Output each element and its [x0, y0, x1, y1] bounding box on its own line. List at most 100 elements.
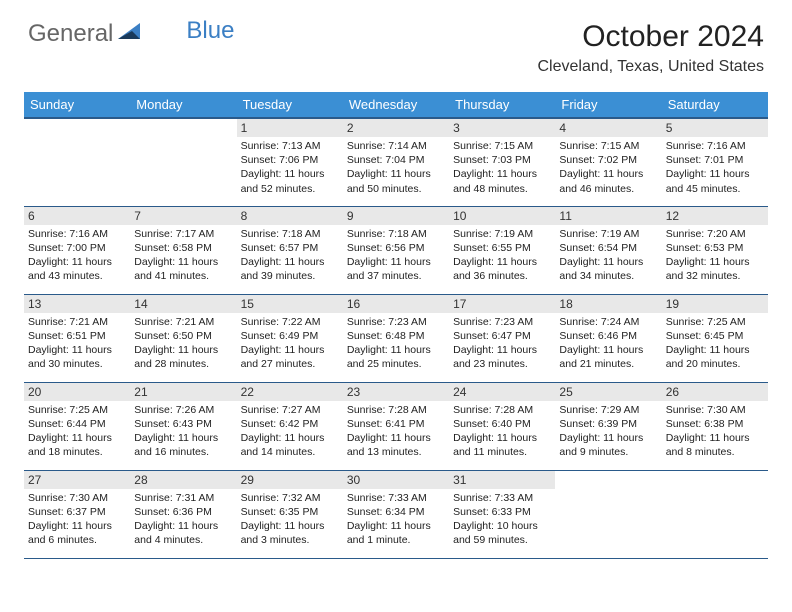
calendar-day-cell: 5 Sunrise: 7:16 AMSunset: 7:01 PMDaylight…	[662, 118, 768, 206]
calendar-day-cell: 6 Sunrise: 7:16 AMSunset: 7:00 PMDaylight…	[24, 206, 130, 294]
day-info: Sunrise: 7:30 AMSunset: 6:38 PMDaylight:…	[666, 403, 764, 460]
calendar-day-cell: 22Sunrise: 7:27 AMSunset: 6:42 PMDayligh…	[237, 382, 343, 470]
day-info: Sunrise: 7:16 AMSunset: 7:01 PMDaylight:…	[666, 139, 764, 196]
day-number: 9	[343, 207, 449, 225]
calendar-day-cell: 2 Sunrise: 7:14 AMSunset: 7:04 PMDaylight…	[343, 118, 449, 206]
day-info: Sunrise: 7:14 AMSunset: 7:04 PMDaylight:…	[347, 139, 445, 196]
logo-triangle-icon	[118, 20, 144, 48]
calendar-day-cell: 29 Sunrise: 7:32 AMSunset: 6:35 PMDayligh…	[237, 470, 343, 558]
weekday-header: Thursday	[449, 92, 555, 118]
day-info: Sunrise: 7:25 AMSunset: 6:45 PMDaylight:…	[666, 315, 764, 372]
calendar-day-cell: 10Sunrise: 7:19 AMSunset: 6:55 PMDayligh…	[449, 206, 555, 294]
day-number: 12	[662, 207, 768, 225]
logo: General Blue	[28, 20, 234, 48]
calendar-day-cell: 19 Sunrise: 7:25 AMSunset: 6:45 PMDayligh…	[662, 294, 768, 382]
calendar-day-cell: 30Sunrise: 7:33 AMSunset: 6:34 PMDayligh…	[343, 470, 449, 558]
calendar-week-row: 13Sunrise: 7:21 AMSunset: 6:51 PMDayligh…	[24, 294, 768, 382]
day-info: Sunrise: 7:18 AMSunset: 6:56 PMDaylight:…	[347, 227, 445, 284]
calendar-week-row: 27Sunrise: 7:30 AMSunset: 6:37 PMDayligh…	[24, 470, 768, 558]
calendar-day-cell: 16Sunrise: 7:23 AMSunset: 6:48 PMDayligh…	[343, 294, 449, 382]
day-number: 31	[449, 471, 555, 489]
day-info: Sunrise: 7:15 AMSunset: 7:03 PMDaylight:…	[453, 139, 551, 196]
calendar-day-cell: 12 Sunrise: 7:20 AMSunset: 6:53 PMDayligh…	[662, 206, 768, 294]
day-number: 24	[449, 383, 555, 401]
calendar-day-cell: 27Sunrise: 7:30 AMSunset: 6:37 PMDayligh…	[24, 470, 130, 558]
day-info: Sunrise: 7:28 AMSunset: 6:41 PMDaylight:…	[347, 403, 445, 460]
title-block: October 2024 Cleveland, Texas, United St…	[538, 20, 765, 76]
weekday-header: Friday	[555, 92, 661, 118]
day-info: Sunrise: 7:22 AMSunset: 6:49 PMDaylight:…	[241, 315, 339, 372]
day-number: 6	[24, 207, 130, 225]
calendar-empty-cell	[555, 470, 661, 558]
day-info: Sunrise: 7:16 AMSunset: 7:00 PMDaylight:…	[28, 227, 126, 284]
calendar-day-cell: 26 Sunrise: 7:30 AMSunset: 6:38 PMDayligh…	[662, 382, 768, 470]
location: Cleveland, Texas, United States	[538, 58, 765, 76]
calendar-day-cell: 25 Sunrise: 7:29 AMSunset: 6:39 PMDayligh…	[555, 382, 661, 470]
calendar-week-row: 20 Sunrise: 7:25 AMSunset: 6:44 PMDayligh…	[24, 382, 768, 470]
calendar-day-cell: 24 Sunrise: 7:28 AMSunset: 6:40 PMDayligh…	[449, 382, 555, 470]
day-number: 16	[343, 295, 449, 313]
day-info: Sunrise: 7:21 AMSunset: 6:51 PMDaylight:…	[28, 315, 126, 372]
header: General Blue October 2024 Cleveland, Tex…	[0, 0, 792, 84]
calendar-day-cell: 11 Sunrise: 7:19 AMSunset: 6:54 PMDayligh…	[555, 206, 661, 294]
calendar-empty-cell	[130, 118, 236, 206]
day-info: Sunrise: 7:27 AMSunset: 6:42 PMDaylight:…	[241, 403, 339, 460]
day-info: Sunrise: 7:25 AMSunset: 6:44 PMDaylight:…	[28, 403, 126, 460]
weekday-header: Tuesday	[237, 92, 343, 118]
day-info: Sunrise: 7:15 AMSunset: 7:02 PMDaylight:…	[559, 139, 657, 196]
day-number: 1	[237, 119, 343, 137]
calendar-day-cell: 15 Sunrise: 7:22 AMSunset: 6:49 PMDayligh…	[237, 294, 343, 382]
calendar-day-cell: 8 Sunrise: 7:18 AMSunset: 6:57 PMDaylight…	[237, 206, 343, 294]
calendar-week-row: 6 Sunrise: 7:16 AMSunset: 7:00 PMDaylight…	[24, 206, 768, 294]
logo-text-1: General	[28, 20, 113, 48]
calendar-day-cell: 9 Sunrise: 7:18 AMSunset: 6:56 PMDaylight…	[343, 206, 449, 294]
day-info: Sunrise: 7:18 AMSunset: 6:57 PMDaylight:…	[241, 227, 339, 284]
day-info: Sunrise: 7:23 AMSunset: 6:47 PMDaylight:…	[453, 315, 551, 372]
weekday-header-row: SundayMondayTuesdayWednesdayThursdayFrid…	[24, 92, 768, 118]
day-info: Sunrise: 7:32 AMSunset: 6:35 PMDaylight:…	[241, 491, 339, 548]
day-info: Sunrise: 7:20 AMSunset: 6:53 PMDaylight:…	[666, 227, 764, 284]
day-number: 27	[24, 471, 130, 489]
month-title: October 2024	[538, 20, 765, 54]
weekday-header: Saturday	[662, 92, 768, 118]
day-number: 8	[237, 207, 343, 225]
day-number: 5	[662, 119, 768, 137]
calendar-day-cell: 14 Sunrise: 7:21 AMSunset: 6:50 PMDayligh…	[130, 294, 236, 382]
day-number: 10	[449, 207, 555, 225]
day-number: 20	[24, 383, 130, 401]
day-number: 25	[555, 383, 661, 401]
calendar-day-cell: 28Sunrise: 7:31 AMSunset: 6:36 PMDayligh…	[130, 470, 236, 558]
calendar-day-cell: 21Sunrise: 7:26 AMSunset: 6:43 PMDayligh…	[130, 382, 236, 470]
calendar-empty-cell	[662, 470, 768, 558]
weekday-header: Wednesday	[343, 92, 449, 118]
calendar-day-cell: 7 Sunrise: 7:17 AMSunset: 6:58 PMDaylight…	[130, 206, 236, 294]
calendar-week-row: 1Sunrise: 7:13 AMSunset: 7:06 PMDaylight…	[24, 118, 768, 206]
day-info: Sunrise: 7:33 AMSunset: 6:33 PMDaylight:…	[453, 491, 551, 548]
day-info: Sunrise: 7:19 AMSunset: 6:54 PMDaylight:…	[559, 227, 657, 284]
day-info: Sunrise: 7:24 AMSunset: 6:46 PMDaylight:…	[559, 315, 657, 372]
day-info: Sunrise: 7:33 AMSunset: 6:34 PMDaylight:…	[347, 491, 445, 548]
calendar-day-cell: 31 Sunrise: 7:33 AMSunset: 6:33 PMDayligh…	[449, 470, 555, 558]
calendar-day-cell: 13Sunrise: 7:21 AMSunset: 6:51 PMDayligh…	[24, 294, 130, 382]
day-number: 14	[130, 295, 236, 313]
day-number: 19	[662, 295, 768, 313]
day-info: Sunrise: 7:28 AMSunset: 6:40 PMDaylight:…	[453, 403, 551, 460]
day-number: 15	[237, 295, 343, 313]
day-info: Sunrise: 7:17 AMSunset: 6:58 PMDaylight:…	[134, 227, 232, 284]
logo-text-2: Blue	[186, 17, 234, 45]
day-number: 29	[237, 471, 343, 489]
day-info: Sunrise: 7:21 AMSunset: 6:50 PMDaylight:…	[134, 315, 232, 372]
day-number: 11	[555, 207, 661, 225]
day-number: 2	[343, 119, 449, 137]
day-info: Sunrise: 7:29 AMSunset: 6:39 PMDaylight:…	[559, 403, 657, 460]
day-number: 21	[130, 383, 236, 401]
calendar-day-cell: 1Sunrise: 7:13 AMSunset: 7:06 PMDaylight…	[237, 118, 343, 206]
weekday-header: Monday	[130, 92, 236, 118]
calendar-day-cell: 20 Sunrise: 7:25 AMSunset: 6:44 PMDayligh…	[24, 382, 130, 470]
calendar-body: 1Sunrise: 7:13 AMSunset: 7:06 PMDaylight…	[24, 118, 768, 558]
day-number: 26	[662, 383, 768, 401]
calendar-table: SundayMondayTuesdayWednesdayThursdayFrid…	[24, 92, 768, 559]
calendar-day-cell: 18 Sunrise: 7:24 AMSunset: 6:46 PMDayligh…	[555, 294, 661, 382]
day-number: 18	[555, 295, 661, 313]
day-number: 7	[130, 207, 236, 225]
